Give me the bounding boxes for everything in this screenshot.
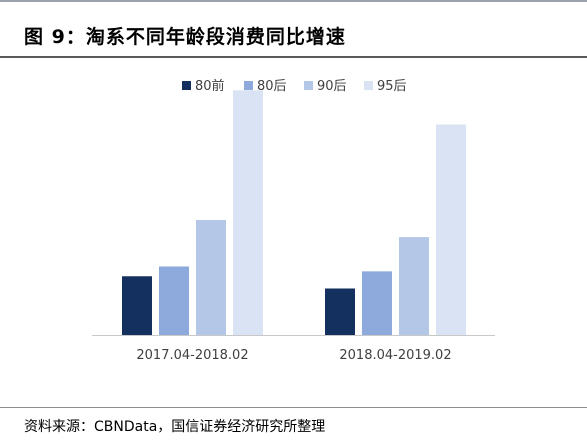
- bar-2-series-2: [362, 271, 392, 335]
- legend-label-2: 80后: [257, 79, 287, 94]
- source-note: 资料来源：CBNData，国信证券经济研究所整理: [24, 419, 326, 435]
- bar-1-series-3: [196, 219, 226, 335]
- x-axis-ticks: 2017.04-2018.02 2018.04-2019.02: [136, 348, 451, 363]
- title-bar: 图 9：淘系不同年龄段消费同比增速: [0, 0, 587, 56]
- bar-1-series-1: [122, 276, 152, 335]
- bar-2-series-3: [399, 237, 429, 335]
- legend-swatch-4: [364, 81, 373, 90]
- x-tick-label-1: 2017.04-2018.02: [136, 348, 248, 363]
- legend-label-1: 80前: [195, 78, 225, 94]
- bar-1-series-2: [159, 266, 189, 335]
- bar-2-series-4: [436, 124, 466, 335]
- bar-2-series-1: [325, 288, 355, 335]
- bar-1-series-4: [233, 90, 263, 335]
- legend-label-4: 95后: [377, 79, 407, 94]
- title-divider: [0, 56, 587, 58]
- chart-bars: [122, 90, 466, 335]
- footer-divider: [0, 407, 587, 408]
- x-tick-label-2: 2018.04-2019.02: [339, 348, 451, 363]
- legend-swatch-1: [182, 81, 191, 90]
- legend-swatch-3: [304, 81, 313, 90]
- figure-title: 图 9：淘系不同年龄段消费同比增速: [24, 26, 346, 48]
- legend-label-3: 90后: [317, 79, 347, 94]
- chart-legend: 80前 80后 90后 95后: [182, 78, 407, 94]
- legend-swatch-2: [244, 81, 253, 90]
- bar-chart: 80前 80后 90后 95后 2017.04-2018.02 2018.04-2019…: [92, 78, 495, 363]
